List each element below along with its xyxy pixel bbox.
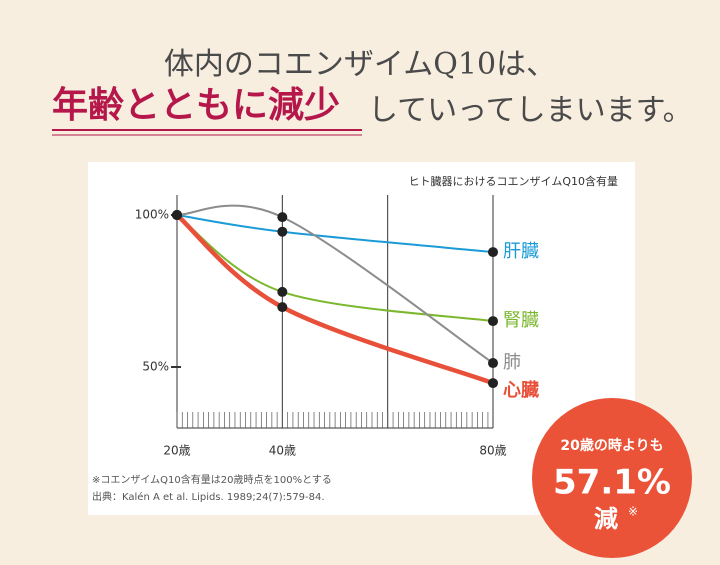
- legend-label: 肝臓: [503, 241, 539, 262]
- note: 出典：Kalén A et al. Lipids. 1989;24(7):579…: [92, 490, 325, 503]
- legend-label: 肺: [503, 352, 521, 373]
- data-point: [277, 302, 288, 313]
- data-point: [277, 286, 288, 297]
- badge: [532, 398, 692, 558]
- headline-highlight: 年齢とともに減少: [52, 84, 340, 126]
- data-point: [172, 210, 182, 220]
- series-line: [176, 214, 494, 254]
- x-tick-label: 80歳: [479, 444, 506, 458]
- note: ※コエンザイムQ10含有量は20歳時点を100%とする: [92, 473, 332, 486]
- x-tick-label: 40歳: [269, 444, 296, 458]
- legend-label: 心臓: [503, 380, 539, 401]
- badge-mark: ※: [628, 505, 638, 519]
- series-line: [175, 213, 494, 386]
- badge-value: 57.1%: [553, 463, 671, 503]
- x-tick-label: 20歳: [163, 444, 190, 458]
- data-point: [488, 247, 498, 258]
- data-point: [277, 226, 288, 237]
- headline: 体内のコエンザイムQ10は、: [164, 47, 556, 82]
- headline-rest: していってしまいます。: [368, 93, 693, 128]
- badge-word: 減: [594, 505, 618, 533]
- series-line: [176, 204, 494, 364]
- y-tick-label: 50%: [142, 360, 169, 374]
- badge-text: 20歳の時よりも: [560, 437, 663, 454]
- chart-title: ヒト臓器におけるコエンザイムQ10含有量: [409, 174, 618, 188]
- data-point: [277, 212, 288, 223]
- data-point: [488, 316, 498, 327]
- data-point: [488, 358, 498, 369]
- y-tick-label: 100%: [135, 208, 169, 222]
- data-point: [488, 378, 498, 389]
- legend-label: 腎臓: [503, 310, 539, 331]
